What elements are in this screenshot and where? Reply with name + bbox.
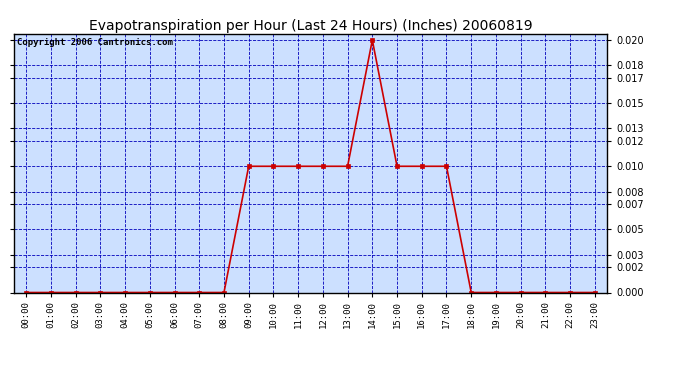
Title: Evapotranspiration per Hour (Last 24 Hours) (Inches) 20060819: Evapotranspiration per Hour (Last 24 Hou… [89, 19, 532, 33]
Text: Copyright 2006 Cantronics.com: Copyright 2006 Cantronics.com [17, 38, 172, 46]
